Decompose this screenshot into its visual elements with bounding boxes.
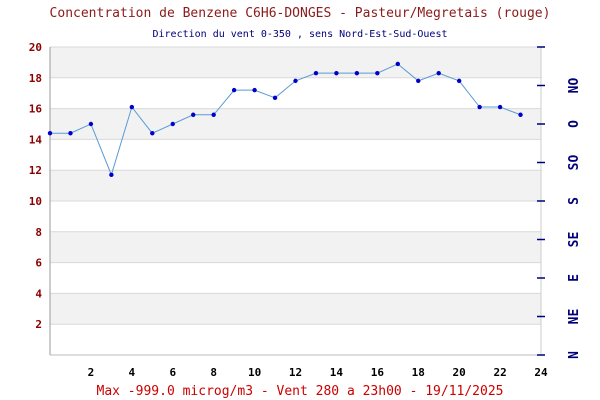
x-tick-label: 18	[412, 366, 425, 379]
data-point	[456, 78, 462, 84]
wind-direction-label: NO	[567, 78, 582, 94]
data-point	[395, 61, 400, 67]
data-point	[416, 78, 421, 84]
data-point	[150, 131, 155, 136]
wind-direction-label: SO	[567, 155, 582, 171]
x-tick-label: 14	[330, 366, 344, 379]
x-tick-label: 8	[210, 366, 217, 379]
grid-band	[50, 231, 541, 263]
y-tick-label: 14	[29, 133, 43, 146]
y-tick-label: 10	[29, 195, 42, 208]
chart-title: Concentration de Benzene C6H6-DONGES - P…	[49, 6, 551, 21]
grid-band	[50, 47, 541, 78]
data-point	[436, 70, 441, 76]
x-tick-label: 6	[169, 366, 176, 379]
y-tick-label: 18	[29, 72, 42, 85]
data-point	[191, 112, 196, 117]
grid-band	[50, 170, 541, 201]
x-tick-label: 20	[453, 366, 466, 379]
data-point	[518, 112, 523, 117]
data-point	[477, 104, 482, 110]
x-tick-label: 22	[493, 366, 506, 379]
x-tick-label: 2	[88, 366, 95, 379]
grid-band	[50, 108, 541, 140]
data-point	[109, 172, 114, 178]
data-point	[497, 104, 503, 110]
y-tick-label: 2	[35, 318, 42, 331]
data-point	[293, 78, 298, 84]
y-tick-label: 8	[35, 226, 42, 239]
x-tick-label: 16	[371, 366, 385, 379]
y-tick-label: 20	[29, 41, 42, 54]
data-point	[47, 131, 53, 136]
footer-summary: Max -999.0 microg/m3 - Vent 280 a 23h00 …	[96, 384, 504, 399]
y-tick-label: 12	[29, 164, 42, 177]
data-point	[313, 70, 319, 76]
wind-direction-label: N	[567, 351, 582, 359]
data-point	[252, 87, 257, 93]
data-point	[129, 104, 135, 110]
x-tick-label: 4	[129, 366, 136, 379]
data-point	[231, 87, 237, 93]
series-line	[50, 63, 521, 177]
grid-band	[50, 293, 541, 325]
x-tick-label: 24	[534, 366, 548, 379]
wind-direction-label: S	[567, 197, 582, 205]
data-point	[68, 131, 73, 136]
wind-direction-label: E	[567, 274, 582, 282]
x-tick-label: 12	[289, 366, 302, 379]
data-point	[170, 121, 175, 127]
data-point	[272, 95, 278, 101]
y-tick-label: 6	[35, 257, 42, 270]
chart-subtitle: Direction du vent 0-350 , sens Nord-Est-…	[152, 29, 448, 40]
data-point	[211, 112, 216, 117]
data-point	[334, 70, 339, 76]
data-point	[375, 70, 380, 76]
y-tick-label: 4	[35, 287, 42, 300]
x-tick-label: 10	[248, 366, 261, 379]
wind-direction-label: NE	[567, 309, 582, 325]
wind-direction-label: SE	[567, 232, 582, 248]
data-point	[88, 121, 94, 127]
y-tick-label: 16	[29, 103, 43, 116]
wind-direction-label: O	[567, 120, 582, 128]
data-point	[354, 70, 360, 76]
